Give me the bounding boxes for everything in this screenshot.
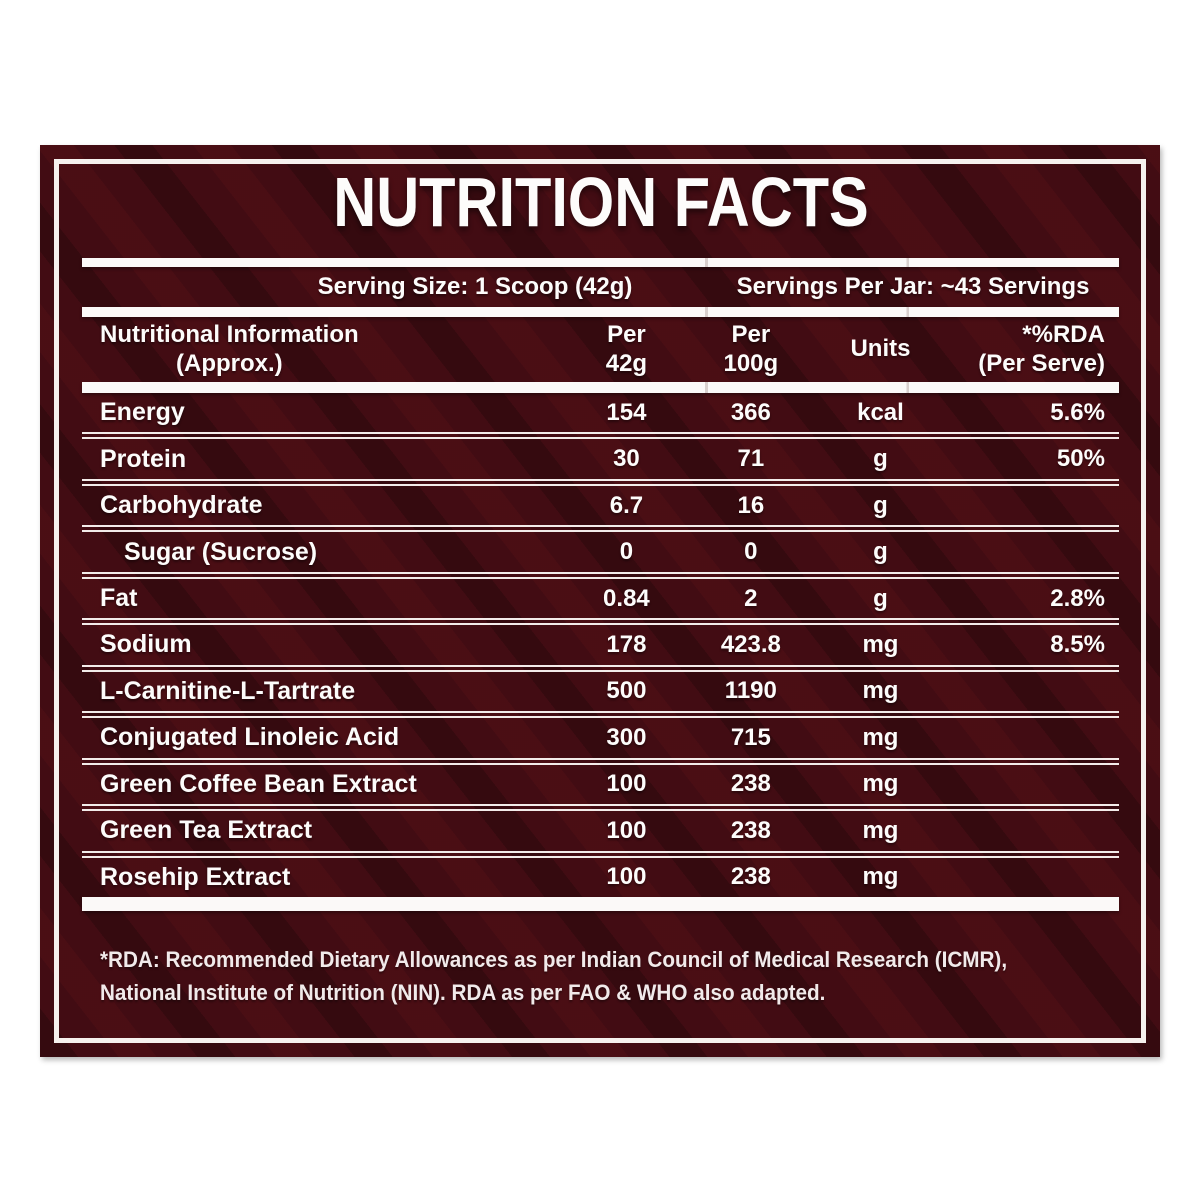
rda-value: 50% [1056,445,1105,473]
value-per-100g: 16 [737,491,765,519]
col-header-per100-line2: 100g [723,349,779,377]
nutrient-name: L-Carnitine-L-Tartrate [100,676,356,705]
rda-value: 5.6% [1050,398,1105,426]
rda-footnote-line2: National Institute of Nutrition (NIN). R… [100,980,826,1005]
unit-value: mg [862,723,899,751]
nutrient-name: Sugar (Sucrose) [124,537,318,566]
col-header-per42-line1: Per [607,321,646,349]
nutrient-rows: Energy 154 366 kcal 5.6% Protein 30 71 g… [82,393,1119,897]
col-header-name-line1: Nutritional Information [100,321,359,349]
unit-value: kcal [857,398,904,426]
col-header-per-100g: Per 100g [694,321,808,378]
table-row: L-Carnitine-L-Tartrate 500 1190 mg [82,672,1119,719]
col-header-per100-line1: Per [731,321,771,349]
table-row: Protein 30 71 g 50% [82,439,1119,486]
value-per-42g: 178 [606,630,647,658]
value-per-100g: 71 [737,445,765,473]
value-per-42g: 100 [606,770,647,798]
divider-bar-top [82,258,1119,267]
table-row: Fat 0.84 2 g 2.8% [82,579,1119,626]
unit-value: g [873,445,888,473]
table-row: Energy 154 366 kcal 5.6% [82,393,1119,440]
divider-bar-bottom [82,897,1119,911]
rda-footnote: *RDA: Recommended Dietary Allowances as … [82,943,1119,1009]
value-per-100g: 423.8 [720,630,781,658]
table-row: Green Coffee Bean Extract 100 238 mg [82,765,1119,812]
table-row: Rosehip Extract 100 238 mg [82,858,1119,897]
nutrient-name: Protein [100,444,187,473]
value-per-100g: 1190 [724,677,777,705]
value-per-42g: 100 [606,816,647,844]
table-row: Carbohydrate 6.7 16 g [82,486,1119,533]
col-header-per42-line2: 42g [605,349,648,377]
value-per-42g: 6.7 [609,491,644,519]
unit-value: g [873,538,888,566]
col-header-rda-line1: *%RDA [1022,321,1105,349]
nutrient-name: Conjugated Linoleic Acid [100,723,400,752]
nutrient-name: Rosehip Extract [100,862,291,891]
col-header-units: Units [850,335,911,363]
unit-value: g [873,491,888,519]
divider-bar-header [82,382,1119,393]
label-title: NUTRITION FACTS [332,162,869,241]
value-per-42g: 154 [606,398,647,426]
value-per-42g: 100 [606,863,647,891]
value-per-42g: 0.84 [603,584,650,612]
nutrient-name: Green Coffee Bean Extract [100,769,417,798]
value-per-42g: 30 [613,445,640,473]
table-header-row: Nutritional Information (Approx.) Per 42… [82,317,1119,382]
value-per-42g: 300 [606,723,647,751]
col-header-rda-line2: (Per Serve) [978,349,1105,377]
value-per-42g: 500 [606,677,647,705]
rda-value: 8.5% [1050,630,1105,658]
nutrient-name: Energy [100,398,185,427]
nutrient-name: Carbohydrate [100,491,263,520]
serving-row: Serving Size: 1 Scoop (42g) Servings Per… [82,267,1119,307]
value-per-42g: 0 [619,538,634,566]
title-wrap: NUTRITION FACTS [82,145,1119,258]
value-per-100g: 238 [730,770,771,798]
nutrient-name: Fat [100,584,138,613]
table-row: Conjugated Linoleic Acid 300 715 mg [82,718,1119,765]
unit-value: mg [862,863,899,891]
nutrient-name: Sodium [100,630,192,659]
value-per-100g: 238 [730,863,771,891]
col-header-name-line2: (Approx.) [176,349,283,377]
unit-value: mg [862,630,899,658]
rda-footnote-line1: *RDA: Recommended Dietary Allowances as … [100,947,1008,972]
unit-value: mg [862,816,899,844]
table-row: Sugar (Sucrose) 0 0 g [82,532,1119,579]
unit-value: mg [862,770,899,798]
col-header-per-42g: Per 42g [559,321,694,378]
value-per-100g: 2 [744,584,758,612]
value-per-100g: 0 [744,538,758,566]
table-row: Green Tea Extract 100 238 mg [82,811,1119,858]
value-per-100g: 715 [730,723,771,751]
unit-value: mg [862,677,899,705]
servings-per-jar-text: Servings Per Jar: ~43 Servings [736,273,1090,300]
divider-bar-serving [82,307,1119,317]
table-row: Sodium 178 423.8 mg 8.5% [82,625,1119,672]
serving-size-text: Serving Size: 1 Scoop (42g) [317,273,633,300]
col-header-nutritional-information: Nutritional Information (Approx.) [100,321,359,378]
value-per-100g: 366 [730,398,771,426]
nutrition-facts-label: NUTRITION FACTS Serving Size: 1 Scoop (4… [40,145,1160,1057]
unit-value: g [873,584,888,612]
col-header-rda: *%RDA (Per Serve) [953,321,1119,378]
nutrient-name: Green Tea Extract [100,816,313,845]
value-per-100g: 238 [730,816,771,844]
label-content: NUTRITION FACTS Serving Size: 1 Scoop (4… [82,145,1119,1057]
rda-value: 2.8% [1050,584,1105,612]
